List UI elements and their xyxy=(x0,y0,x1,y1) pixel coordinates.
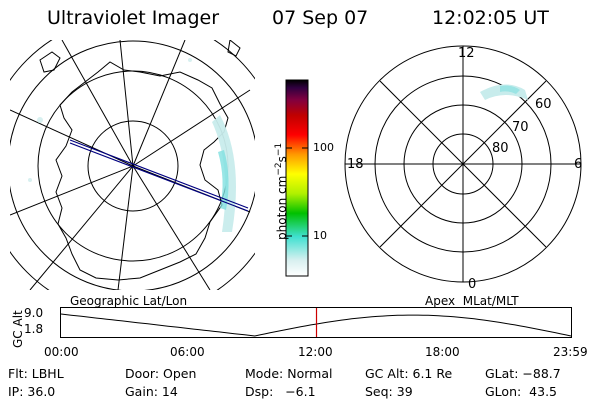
info-gain: Gain: 14 xyxy=(125,384,178,399)
mlt-label-18: 18 xyxy=(347,157,364,172)
mlt-label-6: 6 xyxy=(574,157,583,172)
timeline-xtick-3: 18:00 xyxy=(425,345,460,359)
info-glon: GLon: 43.5 xyxy=(485,384,557,399)
ground-track xyxy=(69,139,249,209)
info-dsp: Dsp: −6.1 xyxy=(245,384,316,399)
instrument-title: Ultraviolet Imager xyxy=(47,7,220,29)
coastline xyxy=(55,61,229,281)
timeline-xtick-1: 06:00 xyxy=(170,345,205,359)
time-label: 12:02:05 UT xyxy=(432,7,549,29)
lat-circle xyxy=(87,120,179,212)
timeline-ylabel: GC Alt xyxy=(11,310,25,348)
timeline-xtick-4: 23:59 xyxy=(553,345,588,359)
info-door: Door: Open xyxy=(125,366,197,381)
island-outline xyxy=(39,51,61,73)
aurora-emission xyxy=(28,58,236,232)
geographic-caption: Geographic Lat/Lon xyxy=(70,294,188,308)
info-glat: GLat: −88.7 xyxy=(485,366,561,381)
aurora-emission-mag xyxy=(480,84,528,100)
altitude-timeline xyxy=(60,307,572,338)
timeline-xtick-2: 12:00 xyxy=(298,345,333,359)
mlat-label-60: 60 xyxy=(535,97,552,112)
info-gc-alt: GC Alt: 6.1 Re xyxy=(365,366,453,381)
magnetic-caption: Apex MLat/MLT xyxy=(425,294,519,308)
mlt-label-0: 0 xyxy=(468,277,477,292)
ground-track xyxy=(69,142,249,212)
info-seq: Seq: 39 xyxy=(365,384,413,399)
info-ip: IP: 36.0 xyxy=(8,384,56,399)
colorbar xyxy=(285,79,309,277)
timeline-ytick-min: 1.8 xyxy=(24,322,44,336)
timeline-ytick-max: 9.0 xyxy=(24,306,44,320)
island-outline xyxy=(227,40,241,57)
colorbar-tick-10: 10 xyxy=(313,229,327,242)
lat-circle xyxy=(10,40,255,290)
mlt-label-12: 12 xyxy=(458,46,475,61)
mlat-label-70: 70 xyxy=(512,120,529,135)
mlat-label-80: 80 xyxy=(492,141,509,156)
info-mode: Mode: Normal xyxy=(245,366,333,381)
timeline-xtick-0: 00:00 xyxy=(44,345,79,359)
info-filter: Flt: LBHL xyxy=(8,366,64,381)
date-label: 07 Sep 07 xyxy=(272,7,369,29)
colorbar-tick-100: 100 xyxy=(313,141,334,154)
